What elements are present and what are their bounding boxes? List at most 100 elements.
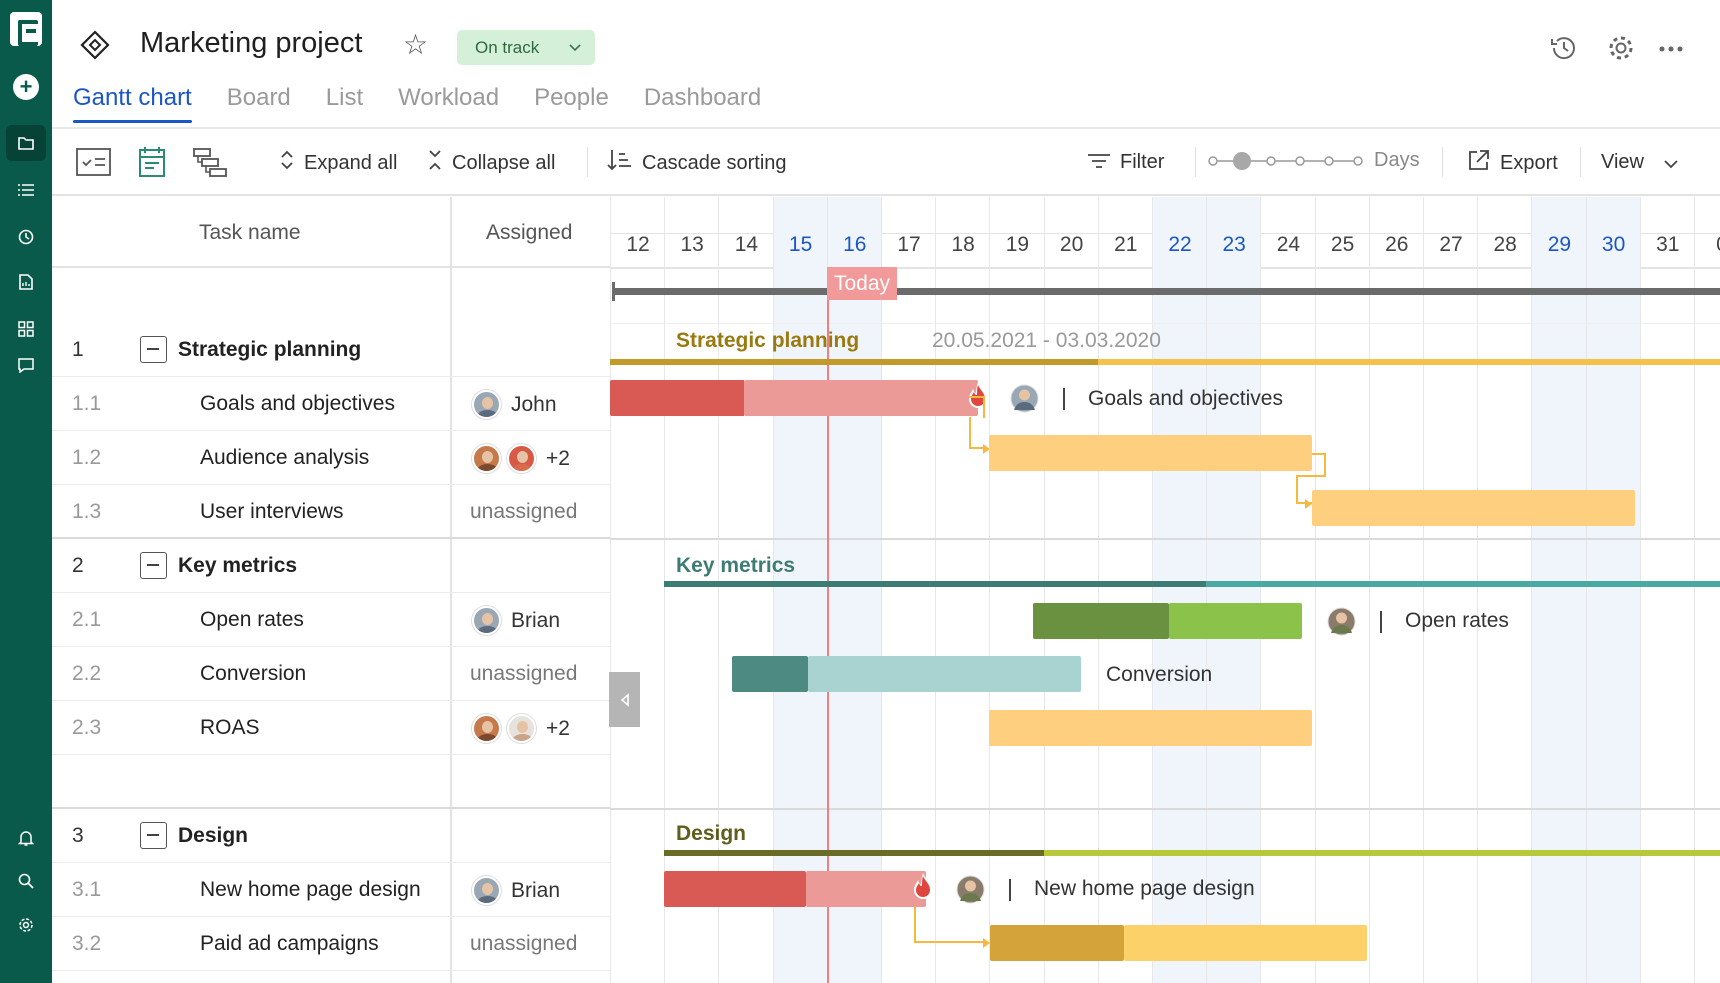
- task-number: 2.3: [72, 716, 102, 739]
- filter-button[interactable]: Filter: [1088, 149, 1164, 175]
- task-name[interactable]: Paid ad campaigns: [200, 932, 379, 955]
- time-nav-icon[interactable]: [0, 219, 52, 255]
- notifications-bell-icon[interactable]: [0, 820, 52, 856]
- task-name[interactable]: User interviews: [200, 500, 344, 523]
- tab-dashboard[interactable]: Dashboard: [643, 84, 762, 111]
- assignee[interactable]: Brian: [472, 606, 560, 635]
- view-dropdown[interactable]: View: [1601, 149, 1678, 175]
- column-header-assigned[interactable]: Assigned: [486, 221, 573, 244]
- task-row[interactable]: 1.1 Goals and objectives John: [52, 377, 610, 431]
- dashboard-nav-icon[interactable]: [0, 311, 52, 347]
- tab-board[interactable]: Board: [226, 84, 291, 111]
- tab-gantt-chart[interactable]: Gantt chart: [73, 84, 192, 123]
- task-bar-roas[interactable]: [989, 710, 1312, 746]
- day-column: 27: [1423, 197, 1477, 983]
- assignee[interactable]: John: [472, 390, 557, 419]
- history-icon[interactable]: [1547, 33, 1581, 67]
- assignee[interactable]: unassigned: [470, 932, 578, 955]
- column-divider: [450, 197, 452, 983]
- task-bar-paid-ads-done[interactable]: [990, 925, 1124, 961]
- task-number: 2: [72, 554, 84, 577]
- task-name[interactable]: Strategic planning: [178, 338, 361, 362]
- avatar: [507, 444, 536, 473]
- task-name[interactable]: ROAS: [200, 716, 260, 739]
- assignee[interactable]: +2: [472, 714, 570, 743]
- filter-icon: [1088, 149, 1110, 175]
- task-bar-home-page[interactable]: [806, 871, 926, 907]
- collapse-all-button[interactable]: Collapse all: [428, 149, 555, 177]
- calendar-icon[interactable]: [134, 146, 170, 178]
- list-nav-icon[interactable]: [0, 172, 52, 208]
- task-checklist-icon[interactable]: [76, 146, 112, 178]
- task-bar-conversion-done[interactable]: [732, 656, 808, 692]
- zoom-slider[interactable]: Days: [1208, 149, 1420, 172]
- task-number: 2.2: [72, 662, 102, 685]
- more-options-icon[interactable]: [1654, 33, 1688, 67]
- collapse-group-toggle[interactable]: [140, 822, 167, 849]
- day-column: 31: [1639, 197, 1694, 983]
- task-bar-open-rates[interactable]: [1169, 603, 1302, 639]
- tab-list[interactable]: List: [325, 84, 364, 111]
- task-row[interactable]: 1 Strategic planning: [52, 323, 610, 377]
- task-row[interactable]: 2 Key metrics: [52, 539, 610, 593]
- assignee[interactable]: unassigned: [470, 500, 578, 523]
- task-row[interactable]: 1.3 User interviews unassigned: [52, 485, 610, 539]
- task-bar-home-page-done[interactable]: [664, 871, 806, 907]
- task-bar-goals[interactable]: [744, 380, 978, 416]
- task-bar-user-interviews[interactable]: [1312, 490, 1635, 526]
- zoom-slider-track[interactable]: [1208, 151, 1364, 171]
- task-row[interactable]: 3.1 New home page design Brian: [52, 863, 610, 917]
- gantt-timeline: 12 13 14 15 16 17 18 19 20 21 22 23 24 25 26 27 28 29 30 31…: [610, 197, 1720, 983]
- task-name[interactable]: Key metrics: [178, 554, 298, 577]
- tab-people[interactable]: People: [534, 84, 609, 111]
- filter-label: Filter: [1120, 150, 1165, 173]
- day-label: 16: [843, 233, 867, 256]
- assignee[interactable]: unassigned: [470, 662, 578, 685]
- toolbar-divider: [1442, 147, 1443, 177]
- task-row[interactable]: 3 Design: [52, 809, 610, 863]
- cascade-sorting-button[interactable]: Cascade sorting: [606, 149, 787, 177]
- task-row[interactable]: 1.2 Audience analysis +2: [52, 431, 610, 485]
- create-new-button[interactable]: +: [13, 74, 39, 100]
- project-settings-gear-icon[interactable]: [1604, 33, 1638, 67]
- day-column: 12: [610, 197, 664, 983]
- grid-header: Task name Assigned: [52, 197, 610, 268]
- column-header-task-name[interactable]: Task name: [199, 221, 301, 244]
- hierarchy-icon[interactable]: [192, 146, 228, 178]
- favorite-star-icon[interactable]: ☆: [403, 29, 429, 60]
- task-row[interactable]: 2.2 Conversion unassigned: [52, 647, 610, 701]
- task-bar-audience-analysis[interactable]: [989, 435, 1312, 471]
- tab-workload[interactable]: Workload: [398, 84, 500, 111]
- projects-nav-icon[interactable]: [6, 125, 46, 161]
- task-bar-paid-ads[interactable]: [1124, 925, 1367, 961]
- search-icon[interactable]: [0, 863, 52, 899]
- expand-all-button[interactable]: Expand all: [280, 149, 397, 177]
- task-row[interactable]: 2.3 ROAS +2: [52, 701, 610, 755]
- task-bar-goals-done[interactable]: [610, 380, 744, 416]
- export-button[interactable]: Export: [1468, 149, 1558, 177]
- task-bar-conversion[interactable]: [808, 656, 1081, 692]
- project-status-dropdown[interactable]: On track: [457, 30, 595, 65]
- task-name[interactable]: Audience analysis: [200, 446, 370, 469]
- app-logo[interactable]: [10, 12, 42, 46]
- assignee[interactable]: +2: [472, 444, 570, 473]
- settings-gear-icon[interactable]: [0, 907, 52, 943]
- task-name[interactable]: New home page design: [200, 878, 421, 901]
- task-row[interactable]: 2.1 Open rates Brian: [52, 593, 610, 647]
- day-label: 27: [1439, 233, 1463, 256]
- assignee[interactable]: Brian: [472, 876, 560, 905]
- task-name[interactable]: Conversion: [200, 662, 307, 685]
- task-bar-open-rates-done[interactable]: [1033, 603, 1169, 639]
- toolbar-divider: [1580, 147, 1581, 177]
- reports-nav-icon[interactable]: [0, 264, 52, 300]
- chat-nav-icon[interactable]: [0, 347, 52, 383]
- day-column: 19: [989, 197, 1043, 983]
- day-column: 21: [1097, 197, 1152, 983]
- task-name[interactable]: Goals and objectives: [200, 392, 395, 415]
- collapse-grid-button[interactable]: [609, 672, 640, 727]
- task-name[interactable]: Design: [178, 824, 249, 847]
- task-row[interactable]: 3.2 Paid ad campaigns unassigned: [52, 917, 610, 971]
- task-name[interactable]: Open rates: [200, 608, 304, 631]
- collapse-group-toggle[interactable]: [140, 336, 167, 363]
- collapse-group-toggle[interactable]: [140, 552, 167, 579]
